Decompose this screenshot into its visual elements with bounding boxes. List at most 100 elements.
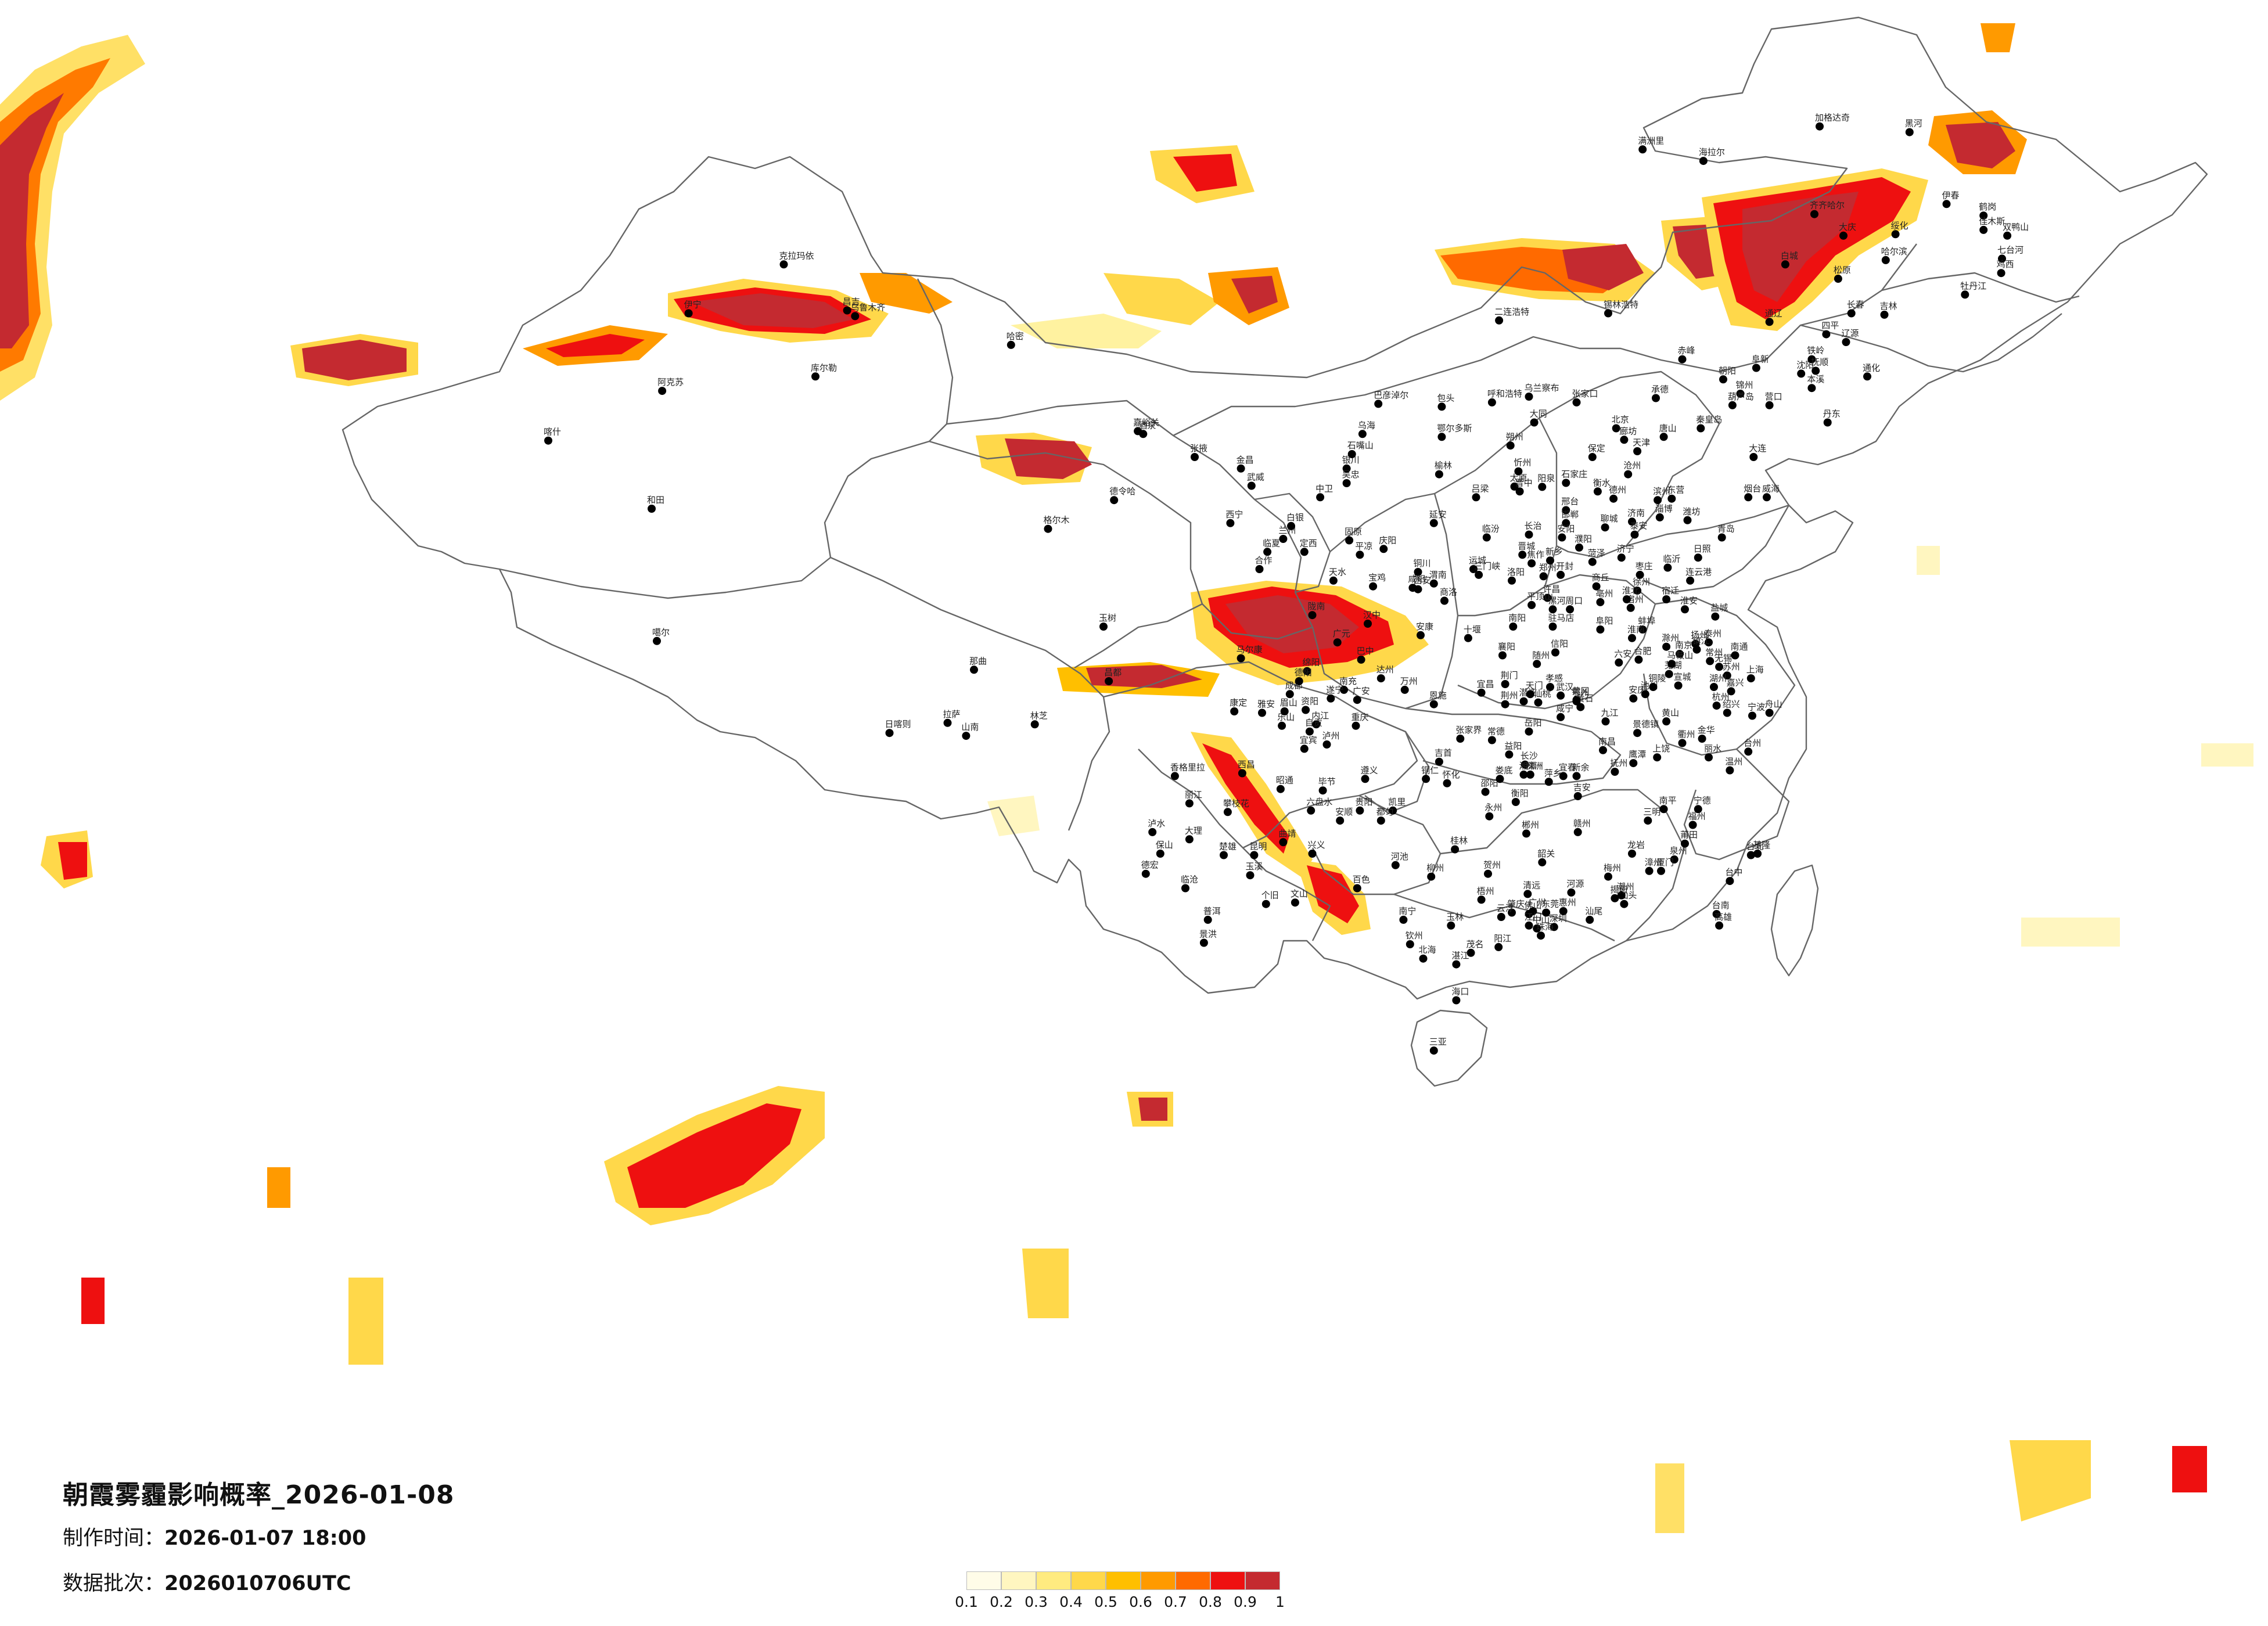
city-label: 庆阳 [1379, 535, 1396, 545]
city-label: 天门 [1526, 680, 1543, 690]
city-marker [885, 729, 894, 738]
city-marker [1509, 623, 1518, 631]
province-chongqing [1364, 713, 1430, 814]
city-marker [1376, 816, 1385, 825]
city-label: 舟山 [1765, 699, 1782, 710]
city-label: 惠州 [1559, 897, 1576, 908]
city-label: 邯郸 [1561, 509, 1579, 520]
city-marker [1628, 850, 1636, 858]
city-label: 漳州 [1645, 857, 1662, 868]
city-label: 泰州 [1704, 628, 1721, 639]
city-label: 焦作 [1527, 549, 1544, 560]
city-marker [1484, 869, 1492, 878]
city-marker [1358, 430, 1367, 438]
city-marker [1683, 516, 1692, 524]
city-label: 萍乡 [1544, 768, 1562, 778]
city-marker [1847, 309, 1856, 318]
province-guizhou [1311, 794, 1442, 895]
city-label: 丽水 [1704, 743, 1721, 754]
city-marker [1521, 760, 1529, 769]
city-label: 通化 [1863, 362, 1880, 373]
city-marker [1505, 750, 1514, 759]
city-marker [1495, 316, 1504, 325]
city-marker [1141, 869, 1150, 878]
city-label: 日喀则 [885, 719, 911, 729]
city-label: 贺州 [1483, 860, 1501, 870]
city-label: 德州 [1609, 485, 1626, 495]
city-marker [544, 436, 552, 445]
city-marker [1822, 330, 1831, 339]
city-marker [1533, 660, 1541, 668]
city-marker [1699, 157, 1708, 166]
city-marker [1007, 340, 1015, 349]
city-marker [1539, 572, 1548, 581]
city-label: 淮安 [1680, 595, 1698, 606]
city-label: 台中 [1725, 867, 1742, 877]
city-label: 淮南 [1627, 624, 1645, 635]
city-marker [1810, 210, 1818, 218]
city-marker [1609, 494, 1618, 503]
city-marker [1203, 915, 1212, 924]
province-hebei [1539, 370, 1720, 559]
city-label: 长春 [1847, 300, 1864, 310]
city-label: 克拉玛依 [779, 250, 814, 261]
city-label: 双鸭山 [2003, 222, 2029, 232]
city-label: 安阳 [1557, 524, 1575, 534]
city-label: 合肥 [1634, 646, 1651, 656]
legend-tick-label: 0.3 [1025, 1593, 1048, 1610]
city-marker [1347, 450, 1356, 458]
city-marker [1237, 654, 1245, 663]
city-label: 安顺 [1335, 807, 1353, 817]
city-label: 松原 [1834, 265, 1851, 275]
city-label: 伊宁 [684, 300, 702, 310]
city-marker [1667, 660, 1676, 668]
city-marker [1705, 753, 1713, 762]
city-marker [1220, 851, 1228, 859]
city-label: 龙岩 [1627, 840, 1645, 850]
city-label: 那曲 [969, 656, 987, 666]
city-label: 海口 [1451, 987, 1469, 997]
city-label: 怀化 [1443, 769, 1460, 780]
city-label: 恩施 [1429, 690, 1447, 701]
city-marker [1638, 625, 1647, 634]
city-label: 柳州 [1426, 863, 1444, 873]
city-label: 荆门 [1501, 670, 1518, 681]
city-label: 漯河 [1548, 595, 1566, 606]
haze-region-scattered [81, 145, 2253, 1533]
city-label: 大连 [1749, 443, 1766, 454]
city-marker [1246, 871, 1255, 880]
city-marker [779, 260, 788, 269]
city-marker [1534, 698, 1543, 707]
city-label: 苏州 [1723, 661, 1740, 672]
city-marker [1753, 850, 1762, 858]
city-marker [1979, 225, 1988, 234]
city-marker [1525, 727, 1533, 736]
city-label: 酒泉 [1138, 420, 1156, 430]
city-marker [1620, 900, 1629, 908]
legend-tick-label: 0.6 [1129, 1593, 1152, 1610]
city-label: 哈尔滨 [1881, 246, 1907, 257]
legend-tick-label: 0.9 [1234, 1593, 1257, 1610]
city-label: 烟台 [1744, 483, 1761, 494]
city-label: 临沧 [1181, 875, 1198, 885]
city-label: 青岛 [1717, 524, 1735, 534]
city-label: 丹东 [1823, 409, 1841, 419]
city-label: 邵阳 [1481, 778, 1498, 789]
city-label: 佛山 [1525, 900, 1542, 911]
city-marker [1592, 582, 1601, 591]
city-label: 深圳 [1550, 913, 1567, 923]
city-marker [1340, 685, 1348, 694]
legend-swatch-4 [1071, 1571, 1106, 1590]
city-marker [1807, 355, 1816, 364]
city-marker [1261, 900, 1270, 908]
city-label: 亳州 [1595, 588, 1613, 599]
city-marker [1336, 816, 1345, 825]
legend-swatch-7 [1176, 1571, 1210, 1590]
city-label: 临夏 [1263, 538, 1280, 548]
city-marker [1544, 778, 1553, 786]
city-label: 聊城 [1601, 513, 1618, 524]
city-label: 南阳 [1508, 613, 1526, 623]
city-marker [1327, 694, 1335, 703]
city-label: 徐州 [1633, 577, 1650, 587]
city-label: 和田 [647, 495, 664, 505]
